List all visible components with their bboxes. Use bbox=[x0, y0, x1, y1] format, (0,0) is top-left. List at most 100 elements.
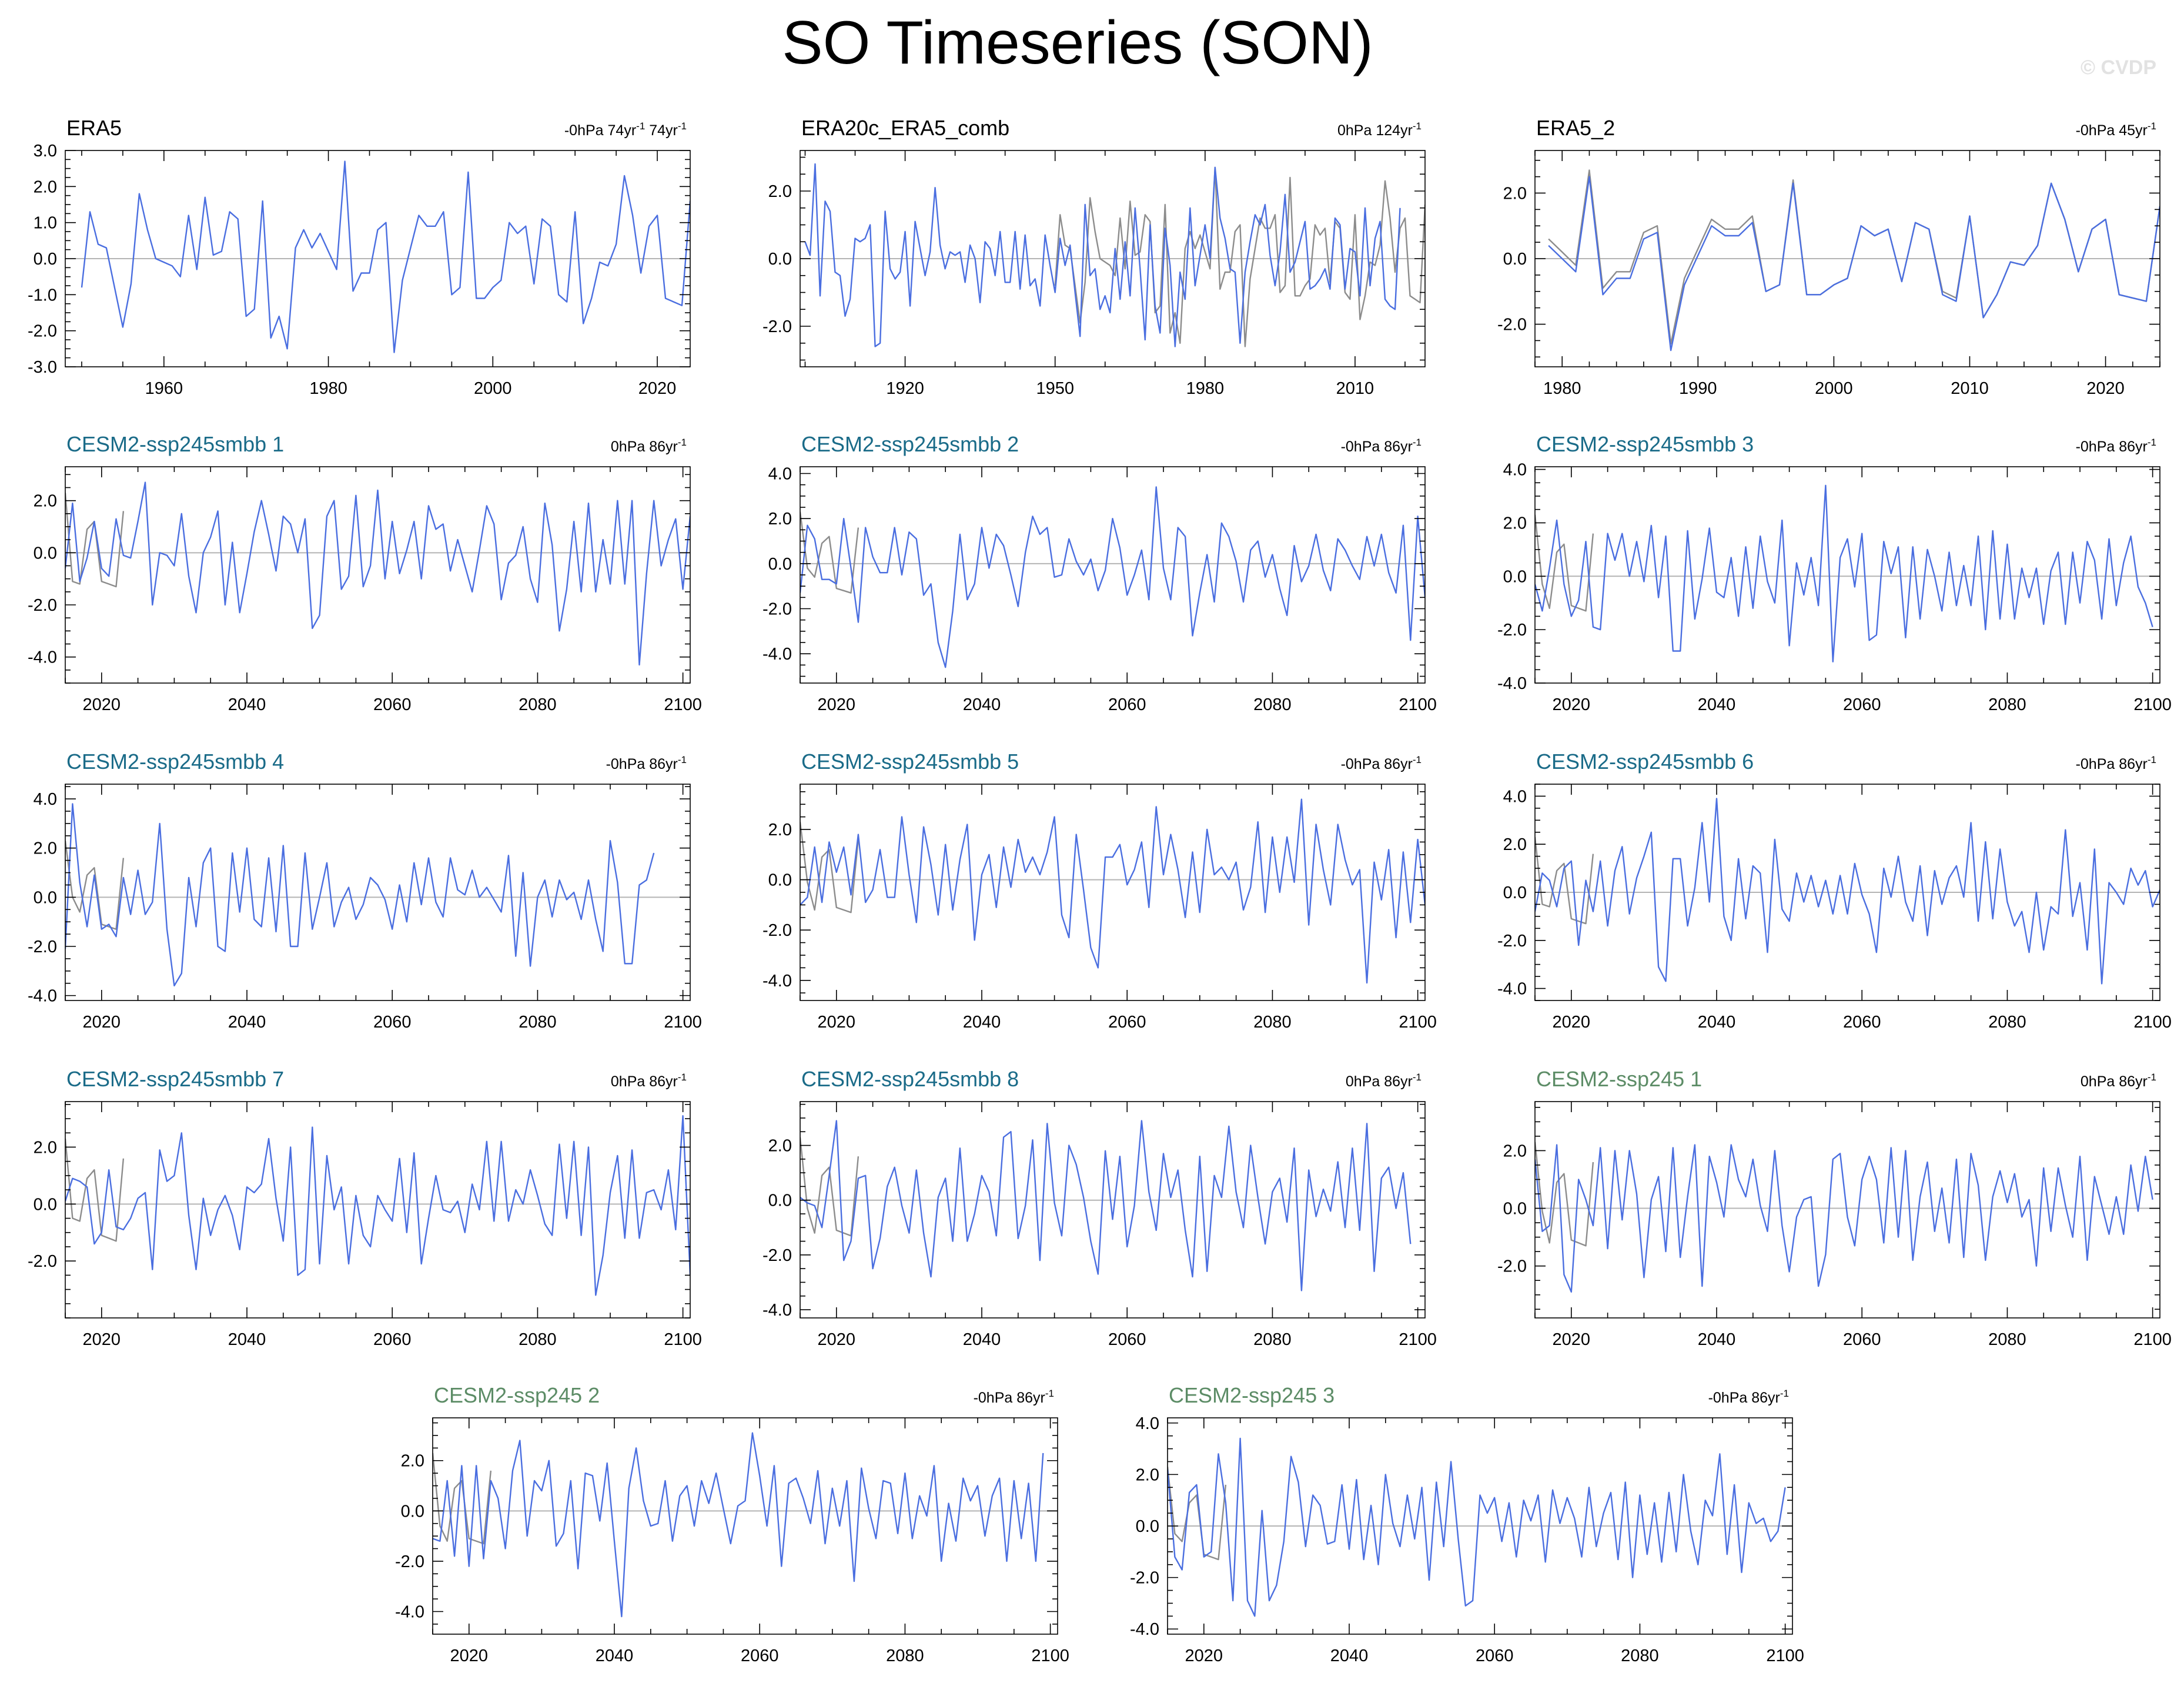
observed-series-line bbox=[1548, 169, 2160, 345]
panel-trend-label: -0hPa 86yr-1 bbox=[2076, 437, 2156, 455]
x-tick-label: 2040 bbox=[1698, 1330, 1736, 1349]
x-tick-label: 2100 bbox=[1399, 1013, 1437, 1032]
y-tick-label: 3.0 bbox=[34, 142, 57, 160]
x-tick-label: 2060 bbox=[373, 695, 412, 714]
x-tick-label: 2040 bbox=[228, 695, 266, 714]
x-tick-label: 2100 bbox=[2133, 1013, 2172, 1032]
x-tick-label: 2010 bbox=[1336, 379, 1374, 398]
y-tick-label: 2.0 bbox=[34, 178, 57, 196]
x-tick-label: 2060 bbox=[1108, 1013, 1146, 1032]
watermark: © CVDP bbox=[2081, 56, 2156, 79]
panel-title: CESM2-ssp245smbb 3 bbox=[1536, 432, 1754, 456]
panel-trend-label: 0hPa 86yr-1 bbox=[1346, 1072, 1422, 1090]
y-tick-label: -2.0 bbox=[1130, 1569, 1159, 1588]
panel-title: CESM2-ssp245 1 bbox=[1536, 1067, 1702, 1091]
observed-series-line bbox=[65, 841, 125, 930]
x-tick-label: 2060 bbox=[1843, 1330, 1881, 1349]
y-tick-label: -4.0 bbox=[28, 987, 57, 1006]
model-series-line bbox=[433, 1432, 1044, 1618]
y-tick-label: -2.0 bbox=[28, 938, 57, 956]
observed-series-line bbox=[800, 1137, 859, 1237]
x-tick-label: 2100 bbox=[1399, 1330, 1437, 1349]
x-tick-label: 2020 bbox=[1553, 1330, 1591, 1349]
y-tick-label: 0.0 bbox=[768, 250, 792, 269]
page-title: SO Timeseries (SON) bbox=[782, 9, 1373, 77]
y-tick-label: -4.0 bbox=[1497, 674, 1527, 693]
panel-trend-label: -0hPa 86yr-1 bbox=[1341, 437, 1422, 455]
y-tick-label: 2.0 bbox=[1503, 514, 1527, 533]
panel-title: CESM2-ssp245smbb 2 bbox=[801, 432, 1019, 456]
y-tick-label: -2.0 bbox=[762, 317, 792, 336]
panel-trend-label: -0hPa 45yr-1 bbox=[2076, 121, 2156, 139]
chart-panel: CESM2-ssp245smbb 2 -0hPa 86yr-1 2020 2040 20… bbox=[762, 432, 1437, 714]
model-series-line bbox=[1548, 176, 2160, 352]
chart-panel: CESM2-ssp245smbb 6 -0hPa 86yr-1 2020 2040 20… bbox=[1497, 749, 2172, 1032]
panel-trend-label: 0hPa 86yr-1 bbox=[611, 1072, 687, 1090]
x-tick-label: 2080 bbox=[1253, 1330, 1292, 1349]
y-tick-label: 0.0 bbox=[1503, 884, 1527, 902]
model-series-line bbox=[1535, 1144, 2153, 1293]
panel-title: CESM2-ssp245smbb 1 bbox=[66, 432, 284, 456]
x-tick-label: 2100 bbox=[1031, 1647, 1069, 1665]
x-tick-label: 2100 bbox=[2133, 1330, 2172, 1349]
plot-frame bbox=[800, 1101, 1426, 1318]
x-tick-label: 2060 bbox=[1476, 1647, 1514, 1665]
plot-frame bbox=[800, 466, 1426, 684]
y-tick-label: 0.0 bbox=[768, 871, 792, 890]
panel-trend-label: -0hPa 86yr-1 bbox=[1341, 754, 1422, 772]
x-tick-label: 1960 bbox=[145, 379, 183, 398]
observed-series-line bbox=[1168, 1467, 1227, 1561]
x-tick-label: 2080 bbox=[519, 1013, 557, 1032]
panel-title: CESM2-ssp245smbb 7 bbox=[66, 1067, 284, 1091]
y-tick-label: -4.0 bbox=[762, 645, 792, 664]
x-tick-label: 2000 bbox=[474, 379, 512, 398]
y-tick-label: 4.0 bbox=[768, 465, 792, 484]
x-tick-label: 2100 bbox=[1766, 1647, 1804, 1665]
chart-panel: CESM2-ssp245smbb 7 0hPa 86yr-1 2020 2040 206… bbox=[28, 1067, 702, 1349]
plot-frame bbox=[432, 1417, 1058, 1635]
y-tick-label: 4.0 bbox=[34, 790, 57, 809]
y-tick-label: -4.0 bbox=[762, 972, 792, 990]
x-tick-label: 2040 bbox=[1330, 1647, 1369, 1665]
y-tick-label: -2.0 bbox=[1497, 621, 1527, 640]
panel-trend-label: -0hPa 86yr-1 bbox=[2076, 754, 2156, 772]
x-tick-label: 1980 bbox=[309, 379, 347, 398]
model-series-line bbox=[804, 163, 1401, 347]
y-tick-label: 0.0 bbox=[401, 1502, 424, 1521]
x-tick-label: 2060 bbox=[1843, 695, 1881, 714]
y-tick-label: -1.0 bbox=[28, 286, 57, 304]
x-tick-label: 2060 bbox=[373, 1013, 412, 1032]
model-series-line bbox=[65, 803, 655, 987]
y-tick-label: 1.0 bbox=[34, 214, 57, 233]
model-series-line bbox=[800, 798, 1425, 984]
y-tick-label: 0.0 bbox=[34, 1195, 57, 1214]
chart-panel: ERA5_2 -0hPa 45yr-1 1980 1990 2000 2010 2020 -2… bbox=[1497, 116, 2160, 398]
y-tick-label: -2.0 bbox=[1497, 932, 1527, 951]
model-series-line bbox=[65, 1115, 690, 1296]
y-tick-label: 2.0 bbox=[768, 182, 792, 201]
plot-frame bbox=[65, 784, 691, 1001]
y-tick-label: 4.0 bbox=[1503, 461, 1527, 480]
x-tick-label: 2020 bbox=[818, 1013, 856, 1032]
x-tick-label: 2040 bbox=[1698, 1013, 1736, 1032]
y-tick-label: 2.0 bbox=[768, 821, 792, 839]
y-tick-label: -2.0 bbox=[28, 322, 57, 341]
y-tick-label: -4.0 bbox=[762, 1301, 792, 1320]
x-tick-label: 2020 bbox=[83, 695, 121, 714]
observed-series-line bbox=[800, 511, 859, 594]
y-tick-label: 0.0 bbox=[1503, 567, 1527, 586]
plot-frame bbox=[65, 1101, 691, 1318]
x-tick-label: 2100 bbox=[664, 695, 702, 714]
panel-title: ERA20c_ERA5_comb bbox=[801, 116, 1009, 140]
y-tick-label: -2.0 bbox=[1497, 1257, 1527, 1276]
x-tick-label: 2080 bbox=[1988, 1330, 2026, 1349]
model-series-line bbox=[1535, 484, 2153, 662]
x-tick-label: 2060 bbox=[741, 1647, 779, 1665]
x-tick-label: 2040 bbox=[963, 695, 1001, 714]
x-tick-label: 2100 bbox=[664, 1013, 702, 1032]
y-tick-label: 4.0 bbox=[1503, 787, 1527, 806]
x-tick-label: 2080 bbox=[1253, 1013, 1292, 1032]
x-tick-label: 2010 bbox=[1951, 379, 1989, 398]
x-tick-label: 2100 bbox=[2133, 695, 2172, 714]
x-tick-label: 1990 bbox=[1679, 379, 1717, 398]
